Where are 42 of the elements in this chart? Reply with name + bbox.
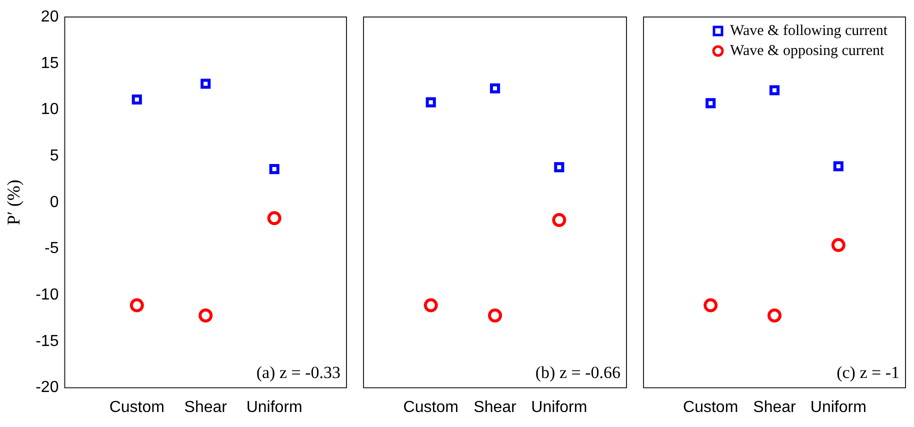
point xyxy=(769,85,780,96)
point xyxy=(130,298,144,312)
legend-label: Wave & opposing current xyxy=(730,42,886,59)
point xyxy=(768,308,782,322)
y-tick-label: 5 xyxy=(50,147,59,164)
point xyxy=(833,161,844,172)
y-tick-label: 15 xyxy=(40,54,59,72)
point xyxy=(267,211,282,226)
y-tick-label: -10 xyxy=(36,286,59,304)
point xyxy=(200,78,211,89)
y-axis-title: P′ (%) xyxy=(4,180,24,226)
point xyxy=(488,308,502,322)
x-tick-label: Shear xyxy=(753,398,797,416)
y-tick-label: -15 xyxy=(36,332,59,350)
y-tick-label: 20 xyxy=(40,8,59,26)
annotation: (a) z = -0.33 xyxy=(256,362,340,382)
point xyxy=(426,97,436,108)
x-tick-label: Custom xyxy=(109,398,164,416)
point xyxy=(198,308,213,322)
point xyxy=(706,98,716,108)
point xyxy=(490,83,500,94)
point xyxy=(704,298,718,312)
y-tick-label: -20 xyxy=(36,379,59,396)
x-tick-label: Custom xyxy=(683,398,738,416)
annotation: (b) z = -0.66 xyxy=(535,362,620,382)
annotation: (c) z = -1 xyxy=(836,362,900,382)
y-tick-label: -5 xyxy=(44,240,59,258)
y-tick-label: 0 xyxy=(50,194,59,211)
legend-label: Wave & following current xyxy=(730,22,888,39)
x-tick-label: Uniform xyxy=(810,398,866,416)
x-tick-label: Custom xyxy=(403,398,458,416)
x-tick-label: Shear xyxy=(474,398,518,416)
point xyxy=(424,298,438,312)
x-tick-label: Uniform xyxy=(531,398,588,416)
point xyxy=(554,162,564,172)
point xyxy=(132,94,142,105)
x-tick-label: Shear xyxy=(184,398,228,416)
point xyxy=(831,238,846,252)
point xyxy=(269,164,280,174)
y-tick-label: 10 xyxy=(40,101,59,118)
point xyxy=(552,213,566,228)
x-tick-label: Uniform xyxy=(246,398,302,416)
